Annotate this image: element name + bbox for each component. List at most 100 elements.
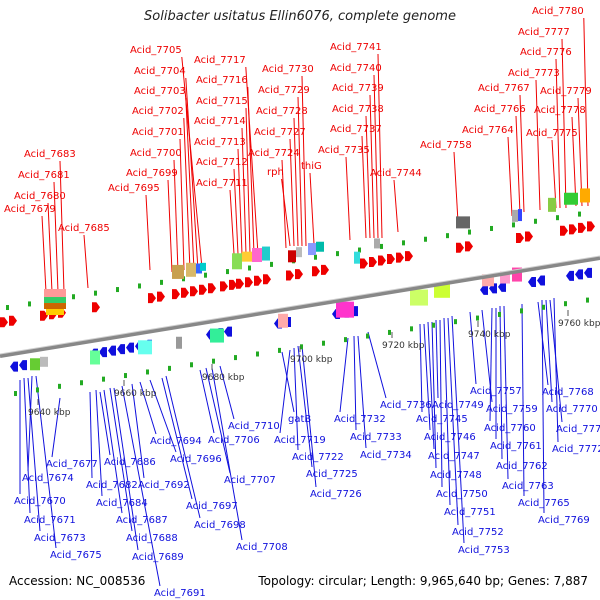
feature-block-11 xyxy=(262,246,270,261)
gene-label-Acid_7750: Acid_7750 xyxy=(436,489,488,500)
leader-Acid_7715 xyxy=(245,107,251,255)
gene-label-Acid_7725: Acid_7725 xyxy=(306,469,358,480)
gene-label-Acid_7759: Acid_7759 xyxy=(486,404,538,415)
gene-label-Acid_7711: Acid_7711 xyxy=(196,178,248,189)
leader-Acid_7778 xyxy=(571,116,577,207)
gene-label-Acid_7691: Acid_7691 xyxy=(154,588,206,599)
track-tick-upper xyxy=(556,215,559,221)
gene-label-Acid_7771: Acid_7771 xyxy=(556,424,600,435)
forward-gene-run-5-arrow xyxy=(229,279,237,290)
track-tick-lower xyxy=(454,319,457,325)
scale-label-0: 9640 kbp xyxy=(28,408,71,418)
gene-label-Acid_7752: Acid_7752 xyxy=(452,527,504,538)
forward-gene-run-13-arrow xyxy=(560,225,568,236)
backbone-line xyxy=(0,256,600,358)
leader-Acid_7687 xyxy=(103,389,123,514)
track-tick-lower xyxy=(168,365,171,371)
forward-gene-run-0-arrow xyxy=(9,315,17,326)
gene-labels: Acid_7679 Acid_7680 Acid_7681 Acid_7683 Acid… xyxy=(4,6,600,599)
feature-block-3 xyxy=(46,309,64,316)
gene-label-Acid_7702: Acid_7702 xyxy=(132,106,184,117)
forward-gene-run-4 xyxy=(172,283,216,300)
leader-Acid_7700 xyxy=(173,159,179,273)
gene-label-Acid_7765: Acid_7765 xyxy=(518,498,570,509)
gene-label-Acid_7716: Acid_7716 xyxy=(196,75,248,86)
forward-gene-run-8-arrow xyxy=(312,266,320,277)
reverse-gene-run-1-arrow xyxy=(108,345,116,356)
gene-label-Acid_7748: Acid_7748 xyxy=(430,470,482,481)
feature-block-36 xyxy=(512,267,522,282)
reverse-gene-run-7-arrow xyxy=(575,269,583,280)
leader-Acid_7757 xyxy=(469,311,477,385)
reverse-gene-run-0-arrow xyxy=(19,360,27,371)
gene-label-Acid_7681: Acid_7681 xyxy=(18,170,70,181)
gene-label-Acid_7700: Acid_7700 xyxy=(130,148,182,159)
leader-Acid_7702 xyxy=(183,117,191,271)
feature-block-23 xyxy=(580,188,590,203)
reverse-gene-run-6-arrow xyxy=(528,277,536,288)
feature-block-7 xyxy=(200,262,206,271)
forward-gene-run-10-arrow xyxy=(387,254,395,265)
feature-block-19 xyxy=(512,209,518,222)
gene-label-Acid_7680: Acid_7680 xyxy=(14,191,66,202)
reverse-gene-run-7-arrow xyxy=(566,270,574,281)
forward-gene-run-6-arrow xyxy=(236,278,244,289)
feature-block-32 xyxy=(410,289,428,306)
gene-label-Acid_7677: Acid_7677 xyxy=(46,459,98,470)
gene-label-gatB: gatB xyxy=(288,414,311,425)
leader-Acid_7699 xyxy=(167,179,173,273)
forward-gene-run-13-arrow xyxy=(578,222,586,233)
leader-Acid_7705 xyxy=(181,56,203,269)
gene-label-Acid_7699: Acid_7699 xyxy=(126,168,178,179)
track-tick-lower xyxy=(520,308,523,314)
track-tick-lower xyxy=(14,391,17,397)
leader-Acid_7749 xyxy=(435,319,439,399)
reverse-gene-run-6-arrow xyxy=(537,275,545,286)
scale-ticks xyxy=(6,211,589,397)
leader-Acid_7673 xyxy=(27,377,41,532)
leader-Acid_7707 xyxy=(205,367,231,474)
track-tick-lower xyxy=(542,304,545,310)
reverse-gene-run-1-arrow xyxy=(99,347,107,358)
track-tick-upper xyxy=(116,287,119,293)
leader-Acid_7692 xyxy=(131,383,145,479)
gene-label-Acid_7704: Acid_7704 xyxy=(134,66,186,77)
leader-Acid_7745 xyxy=(419,323,423,413)
leader-gatB xyxy=(281,351,295,413)
track-tick-lower xyxy=(498,311,501,317)
track-tick-upper xyxy=(468,229,471,235)
leader-Acid_7696 xyxy=(149,379,177,453)
leader-Acid_7739 xyxy=(369,94,375,239)
leader-Acid_7779 xyxy=(577,97,583,207)
gene-label-Acid_7772: Acid_7772 xyxy=(552,444,600,455)
gene-label-Acid_7760: Acid_7760 xyxy=(484,423,536,434)
leader-rph xyxy=(281,178,291,247)
gene-label-Acid_7685: Acid_7685 xyxy=(58,223,110,234)
feature-block-1 xyxy=(44,297,66,304)
leader-Acid_7686 xyxy=(99,391,111,456)
forward-gene-run-7-arrow xyxy=(286,270,294,281)
leader-Acid_7728 xyxy=(293,117,299,247)
feature-block-27 xyxy=(138,340,152,355)
track-tick-upper xyxy=(380,243,383,249)
label-leader-lines xyxy=(19,17,589,587)
scale-label-6: 9760 kbp xyxy=(558,319,600,329)
feature-block-9 xyxy=(242,251,252,262)
leader-Acid_7776 xyxy=(555,58,561,209)
gene-label-Acid_7694: Acid_7694 xyxy=(150,436,202,447)
track-tick-upper xyxy=(94,290,97,296)
gene-label-Acid_7753: Acid_7753 xyxy=(458,545,510,556)
leader-Acid_7706 xyxy=(199,369,215,434)
forward-gene-run-10-arrow xyxy=(405,251,413,262)
leader-Acid_7730 xyxy=(301,75,307,247)
reverse-gene-run-5-arrow xyxy=(498,281,506,292)
forward-gene-run-6-arrow xyxy=(245,277,253,288)
gene-label-Acid_7682: Acid_7682 xyxy=(86,480,138,491)
leader-Acid_7748 xyxy=(431,321,437,469)
track-tick-upper xyxy=(72,294,75,300)
track-tick-lower xyxy=(58,383,61,389)
scale-labels: 9640 kbp 9660 kbp 9680 kbp 9700 kbp 9720 kbp… xyxy=(28,310,600,418)
forward-gene-run-3-arrow xyxy=(157,291,165,302)
gene-label-Acid_7778: Acid_7778 xyxy=(534,105,586,116)
leader-Acid_7727 xyxy=(289,138,295,247)
